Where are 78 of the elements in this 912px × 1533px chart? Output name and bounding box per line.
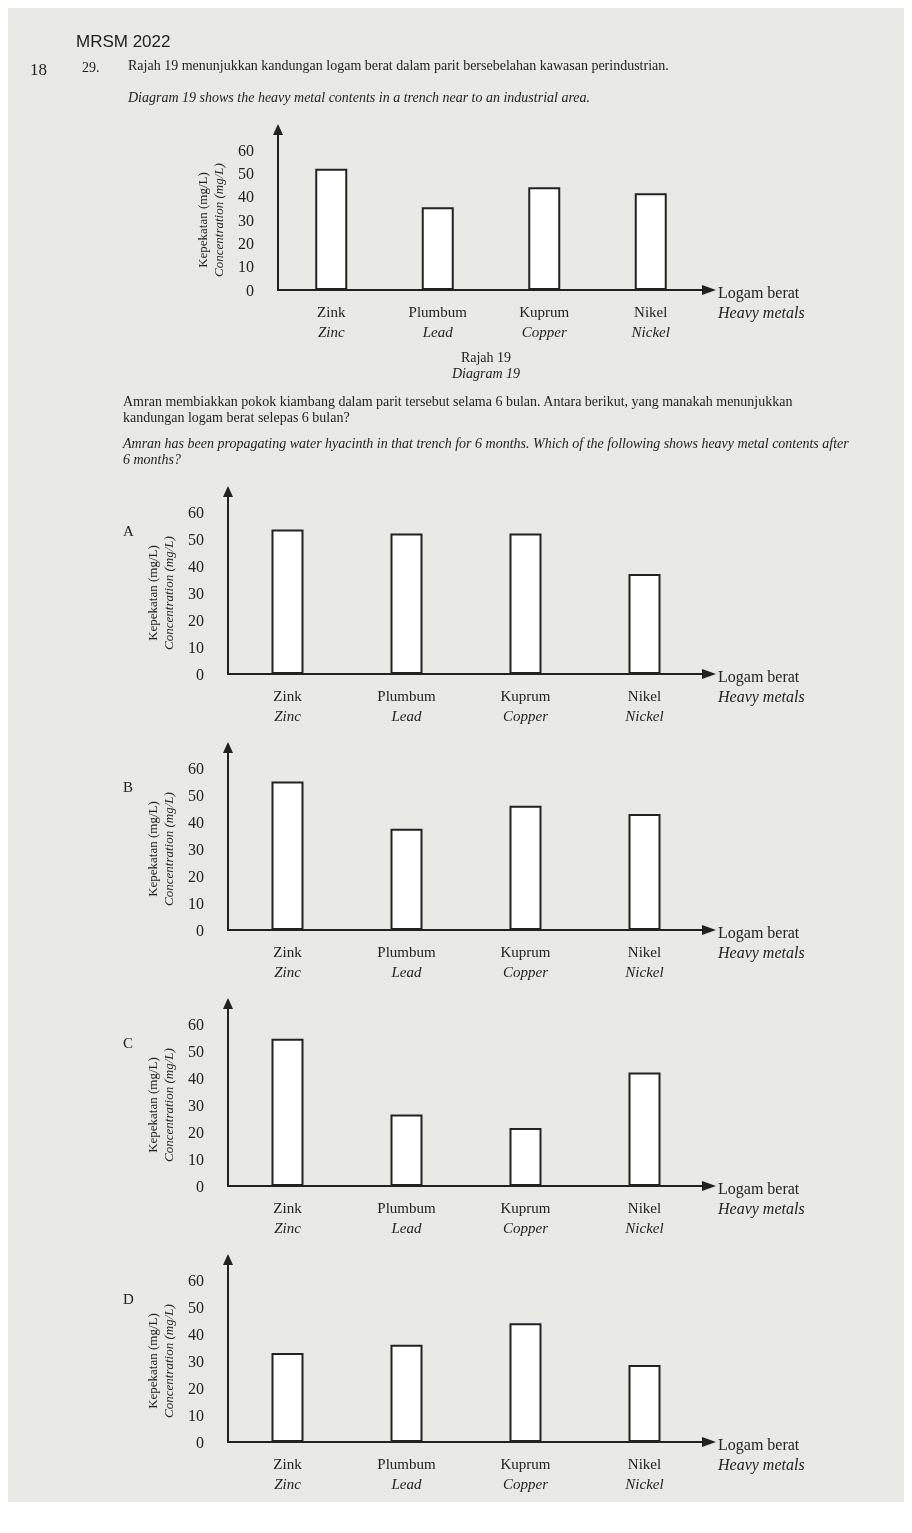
- y-tick-label: 40: [238, 188, 254, 206]
- y-tick-label: 50: [188, 786, 204, 804]
- y-tick-label: 60: [188, 503, 204, 521]
- y-tick-label: 10: [188, 894, 204, 912]
- y-axis-title: Kepekatan (mg/L) Concentration (mg/L): [144, 536, 176, 650]
- x-tick-label: Kuprum Copper: [519, 304, 570, 340]
- y-tick-label: 0: [196, 1433, 204, 1451]
- x-tick-label: Kuprum Copper: [500, 1456, 551, 1492]
- x-tick-label: Nikel Nickel: [624, 1456, 664, 1492]
- chart-subtitle: Diagram 19 shows the heavy metal contents in a trench near to an industrial area.: [128, 90, 591, 106]
- y-tick-label: 60: [188, 1015, 204, 1033]
- text: A: [123, 522, 134, 539]
- x-tick-label: Nikel Nickel: [624, 944, 664, 980]
- y-tick-label: 10: [238, 258, 254, 276]
- x-tick-label: Zink Zinc: [273, 1200, 303, 1236]
- y-tick-label: 30: [188, 1096, 204, 1114]
- text: C: [123, 1034, 134, 1051]
- y-tick-label: 30: [188, 584, 204, 602]
- y-tick-label: 40: [188, 813, 204, 831]
- x-tick-label: Plumbum Lead: [408, 304, 468, 340]
- x-tick-label: Kuprum Copper: [500, 1200, 551, 1236]
- x-tick-label: Nikel Nickel: [624, 1200, 664, 1236]
- y-axis-title: Kepekatan (mg/L) Concentration (mg/L): [144, 792, 176, 906]
- text: 29.: [82, 60, 100, 76]
- y-tick-label: 60: [188, 1271, 204, 1289]
- y-tick-label: 60: [238, 141, 254, 159]
- y-tick-label: 60: [188, 759, 204, 777]
- y-tick-label: 20: [238, 234, 254, 252]
- x-tick-label: Zink Zinc: [273, 1456, 303, 1492]
- y-tick-label: 50: [188, 530, 204, 548]
- y-tick-label: 30: [188, 1352, 204, 1370]
- text: 18: [30, 60, 47, 80]
- x-axis-title: Logam berat Heavy metals: [717, 1435, 805, 1474]
- text: MRSM 2022: [76, 32, 171, 52]
- x-tick-label: Kuprum Copper: [500, 688, 551, 724]
- y-axis-title: Kepekatan (mg/L) Concentration (mg/L): [144, 1048, 176, 1162]
- x-tick-label: Plumbum Lead: [377, 1456, 436, 1492]
- text: Diagram 19: [450, 366, 522, 382]
- x-axis-title: Logam berat Heavy metals: [717, 1179, 805, 1218]
- y-tick-label: 50: [188, 1042, 204, 1060]
- y-tick-label: 0: [196, 665, 204, 683]
- y-tick-label: 20: [188, 867, 204, 885]
- x-tick-label: Kuprum Copper: [500, 944, 551, 980]
- y-tick-label: 20: [188, 1379, 204, 1397]
- y-tick-label: 10: [188, 1406, 204, 1424]
- y-tick-label: 50: [238, 164, 254, 182]
- y-tick-label: 50: [188, 1298, 204, 1316]
- text: Amran membiakkan pokok kiambang dalam parit tersebut selama 6 bulan. Antara berikut, yang manakah menunjukkan kandungan logam berat selepas 6 bulan?: [123, 394, 794, 426]
- x-tick-label: Plumbum Lead: [377, 688, 436, 724]
- y-tick-label: 0: [196, 921, 204, 939]
- text: D: [123, 1290, 134, 1307]
- y-tick-label: 20: [188, 611, 204, 629]
- y-tick-label: 40: [188, 1325, 204, 1343]
- text: Amran has been propagating water hyacinth in that trench for 6 months. Which of the following shows heavy metal contents after 6 months?: [123, 436, 850, 468]
- y-tick-label: 10: [188, 1150, 204, 1168]
- y-tick-label: 30: [188, 840, 204, 858]
- y-axis-title: Kepekatan (mg/L) Concentration (mg/L): [194, 163, 226, 277]
- y-axis-title: Kepekatan (mg/L) Concentration (mg/L): [144, 1304, 176, 1418]
- x-tick-label: Zink Zinc: [317, 304, 346, 340]
- y-tick-label: 0: [246, 281, 254, 299]
- y-tick-label: 40: [188, 557, 204, 575]
- x-tick-label: Nikel Nickel: [624, 688, 664, 724]
- x-axis-title: Logam berat Heavy metals: [717, 667, 805, 706]
- x-tick-label: Zink Zinc: [273, 688, 303, 724]
- x-axis-title: Logam berat Heavy metals: [717, 923, 805, 962]
- y-tick-label: 10: [188, 638, 204, 656]
- y-tick-label: 30: [238, 211, 254, 229]
- chart-title: Rajah 19 menunjukkan kandungan logam berat dalam parit bersebelahan kawasan perindustrian.: [128, 58, 670, 73]
- x-axis-title: Logam berat Heavy metals: [717, 283, 805, 322]
- y-tick-label: 20: [188, 1123, 204, 1141]
- x-tick-label: Nikel Nickel: [630, 304, 670, 340]
- y-tick-label: 0: [196, 1177, 204, 1195]
- text: Rajah 19: [459, 350, 513, 366]
- x-tick-label: Zink Zinc: [273, 944, 303, 980]
- x-tick-label: Plumbum Lead: [377, 944, 436, 980]
- x-tick-label: Plumbum Lead: [377, 1200, 436, 1236]
- text: B: [123, 778, 134, 795]
- y-tick-label: 40: [188, 1069, 204, 1087]
